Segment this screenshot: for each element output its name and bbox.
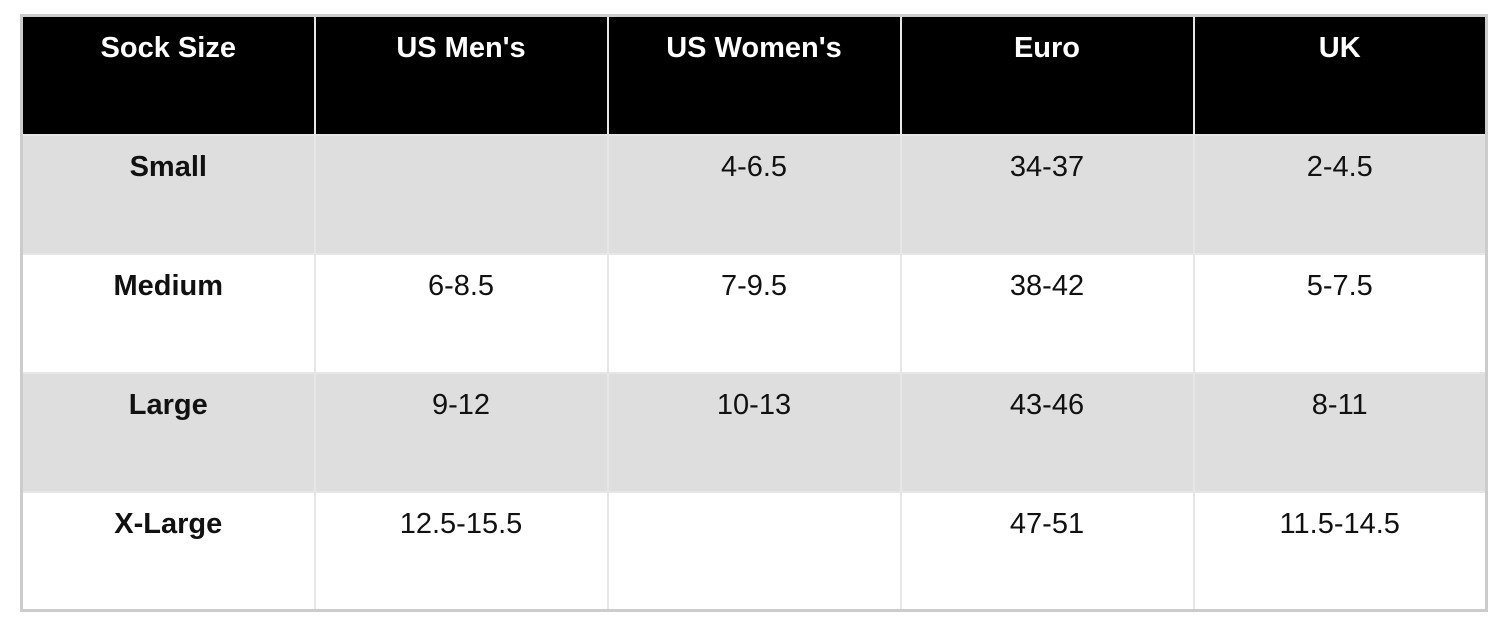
row-label-medium: Medium [20,252,316,374]
table-row-large: Large 9-12 10-13 43-46 8-11 [20,371,1488,493]
sock-size-table-container: Sock Size US Men's US Women's Euro UK Sm… [20,14,1488,612]
header-row: Sock Size US Men's US Women's Euro UK [20,14,1488,136]
cell-x-large-us-womens [606,490,902,612]
cell-small-us-womens: 4-6.5 [606,133,902,255]
cell-large-euro: 43-46 [899,371,1195,493]
cell-medium-uk: 5-7.5 [1192,252,1488,374]
cell-x-large-uk: 11.5-14.5 [1192,490,1488,612]
table-row-small: Small 4-6.5 34-37 2-4.5 [20,133,1488,255]
cell-large-us-womens: 10-13 [606,371,902,493]
cell-small-euro: 34-37 [899,133,1195,255]
cell-small-uk: 2-4.5 [1192,133,1488,255]
column-header-euro: Euro [899,14,1195,136]
cell-x-large-us-mens: 12.5-15.5 [313,490,609,612]
sock-size-conversion-table: Sock Size US Men's US Women's Euro UK Sm… [20,14,1488,612]
row-label-small: Small [20,133,316,255]
table-row-x-large: X-Large 12.5-15.5 47-51 11.5-14.5 [20,490,1488,612]
column-header-us-womens: US Women's [606,14,902,136]
cell-small-us-mens [313,133,609,255]
column-header-uk: UK [1192,14,1488,136]
column-header-us-mens: US Men's [313,14,609,136]
cell-medium-euro: 38-42 [899,252,1195,374]
cell-medium-us-mens: 6-8.5 [313,252,609,374]
row-label-x-large: X-Large [20,490,316,612]
cell-medium-us-womens: 7-9.5 [606,252,902,374]
cell-large-us-mens: 9-12 [313,371,609,493]
table-row-medium: Medium 6-8.5 7-9.5 38-42 5-7.5 [20,252,1488,374]
cell-large-uk: 8-11 [1192,371,1488,493]
cell-x-large-euro: 47-51 [899,490,1195,612]
row-label-large: Large [20,371,316,493]
column-header-sock-size: Sock Size [20,14,316,136]
